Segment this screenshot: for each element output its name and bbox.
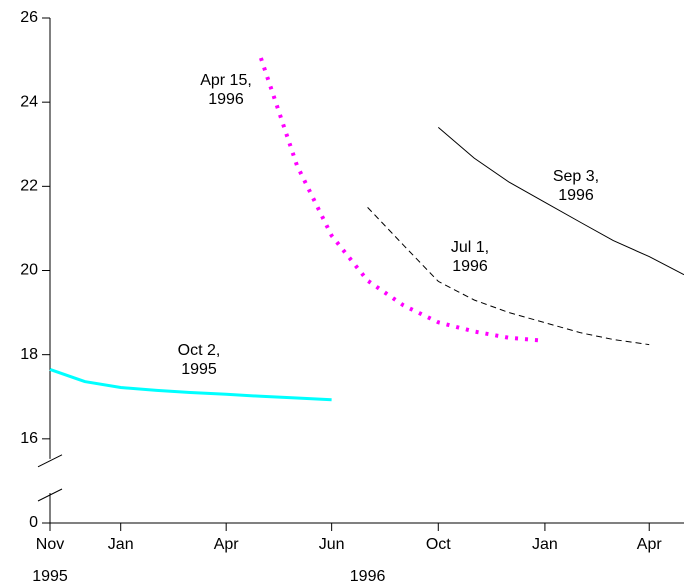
x-tick-label: Apr — [214, 536, 240, 553]
y-tick-label: 24 — [20, 93, 38, 110]
y-tick-label: 18 — [20, 346, 38, 363]
axis-break — [37, 454, 63, 468]
x-tick-label: Oct — [426, 536, 451, 553]
y-tick-label: 16 — [20, 430, 38, 447]
y-tick-label: 22 — [20, 178, 38, 195]
x-year-label: 1995 — [32, 568, 68, 585]
series-line — [259, 57, 546, 343]
series-label: Jul 1, 1996 — [450, 239, 490, 275]
y-tick-label: 26 — [20, 9, 38, 26]
x-tick-label: Jan — [532, 536, 558, 553]
x-tick-label: Nov — [36, 536, 64, 553]
x-tick-label: Jan — [108, 536, 134, 553]
x-tick-label: Jun — [319, 536, 345, 553]
series-label: Oct 2, 1995 — [177, 342, 221, 378]
y-tick-label: 20 — [20, 262, 38, 279]
x-year-label: 1996 — [350, 568, 386, 585]
x-tick-label: Apr — [637, 536, 663, 553]
series-line — [49, 367, 332, 402]
series-line — [367, 207, 650, 346]
axis-break — [37, 488, 63, 502]
y-tick-label: 0 — [29, 514, 38, 531]
series-label: Apr 15, 1996 — [200, 72, 252, 108]
series-label: Sep 3, 1996 — [552, 168, 600, 204]
series-line — [437, 127, 684, 276]
